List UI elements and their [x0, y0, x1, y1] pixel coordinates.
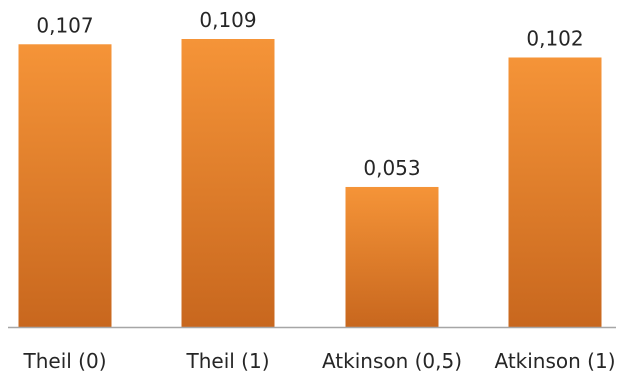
bar-3 [508, 57, 602, 327]
bar-2 [345, 186, 439, 327]
category-label-1: Theil (1) [186, 349, 270, 373]
bars-layer [18, 39, 602, 328]
category-label-3: Atkinson (1) [494, 349, 615, 373]
bar-1 [181, 39, 275, 327]
category-label-2: Atkinson (0,5) [322, 349, 462, 373]
data-label-1: 0,109 [199, 8, 256, 32]
data-label-2: 0,053 [363, 156, 420, 180]
category-label-0: Theil (0) [23, 349, 107, 373]
data-label-3: 0,102 [526, 26, 583, 50]
labels-layer: 0,107 Theil (0) 0,109 Theil (1) 0,053 Atkinso… [23, 8, 616, 373]
bar-0 [18, 44, 112, 328]
data-label-0: 0,107 [36, 13, 93, 37]
